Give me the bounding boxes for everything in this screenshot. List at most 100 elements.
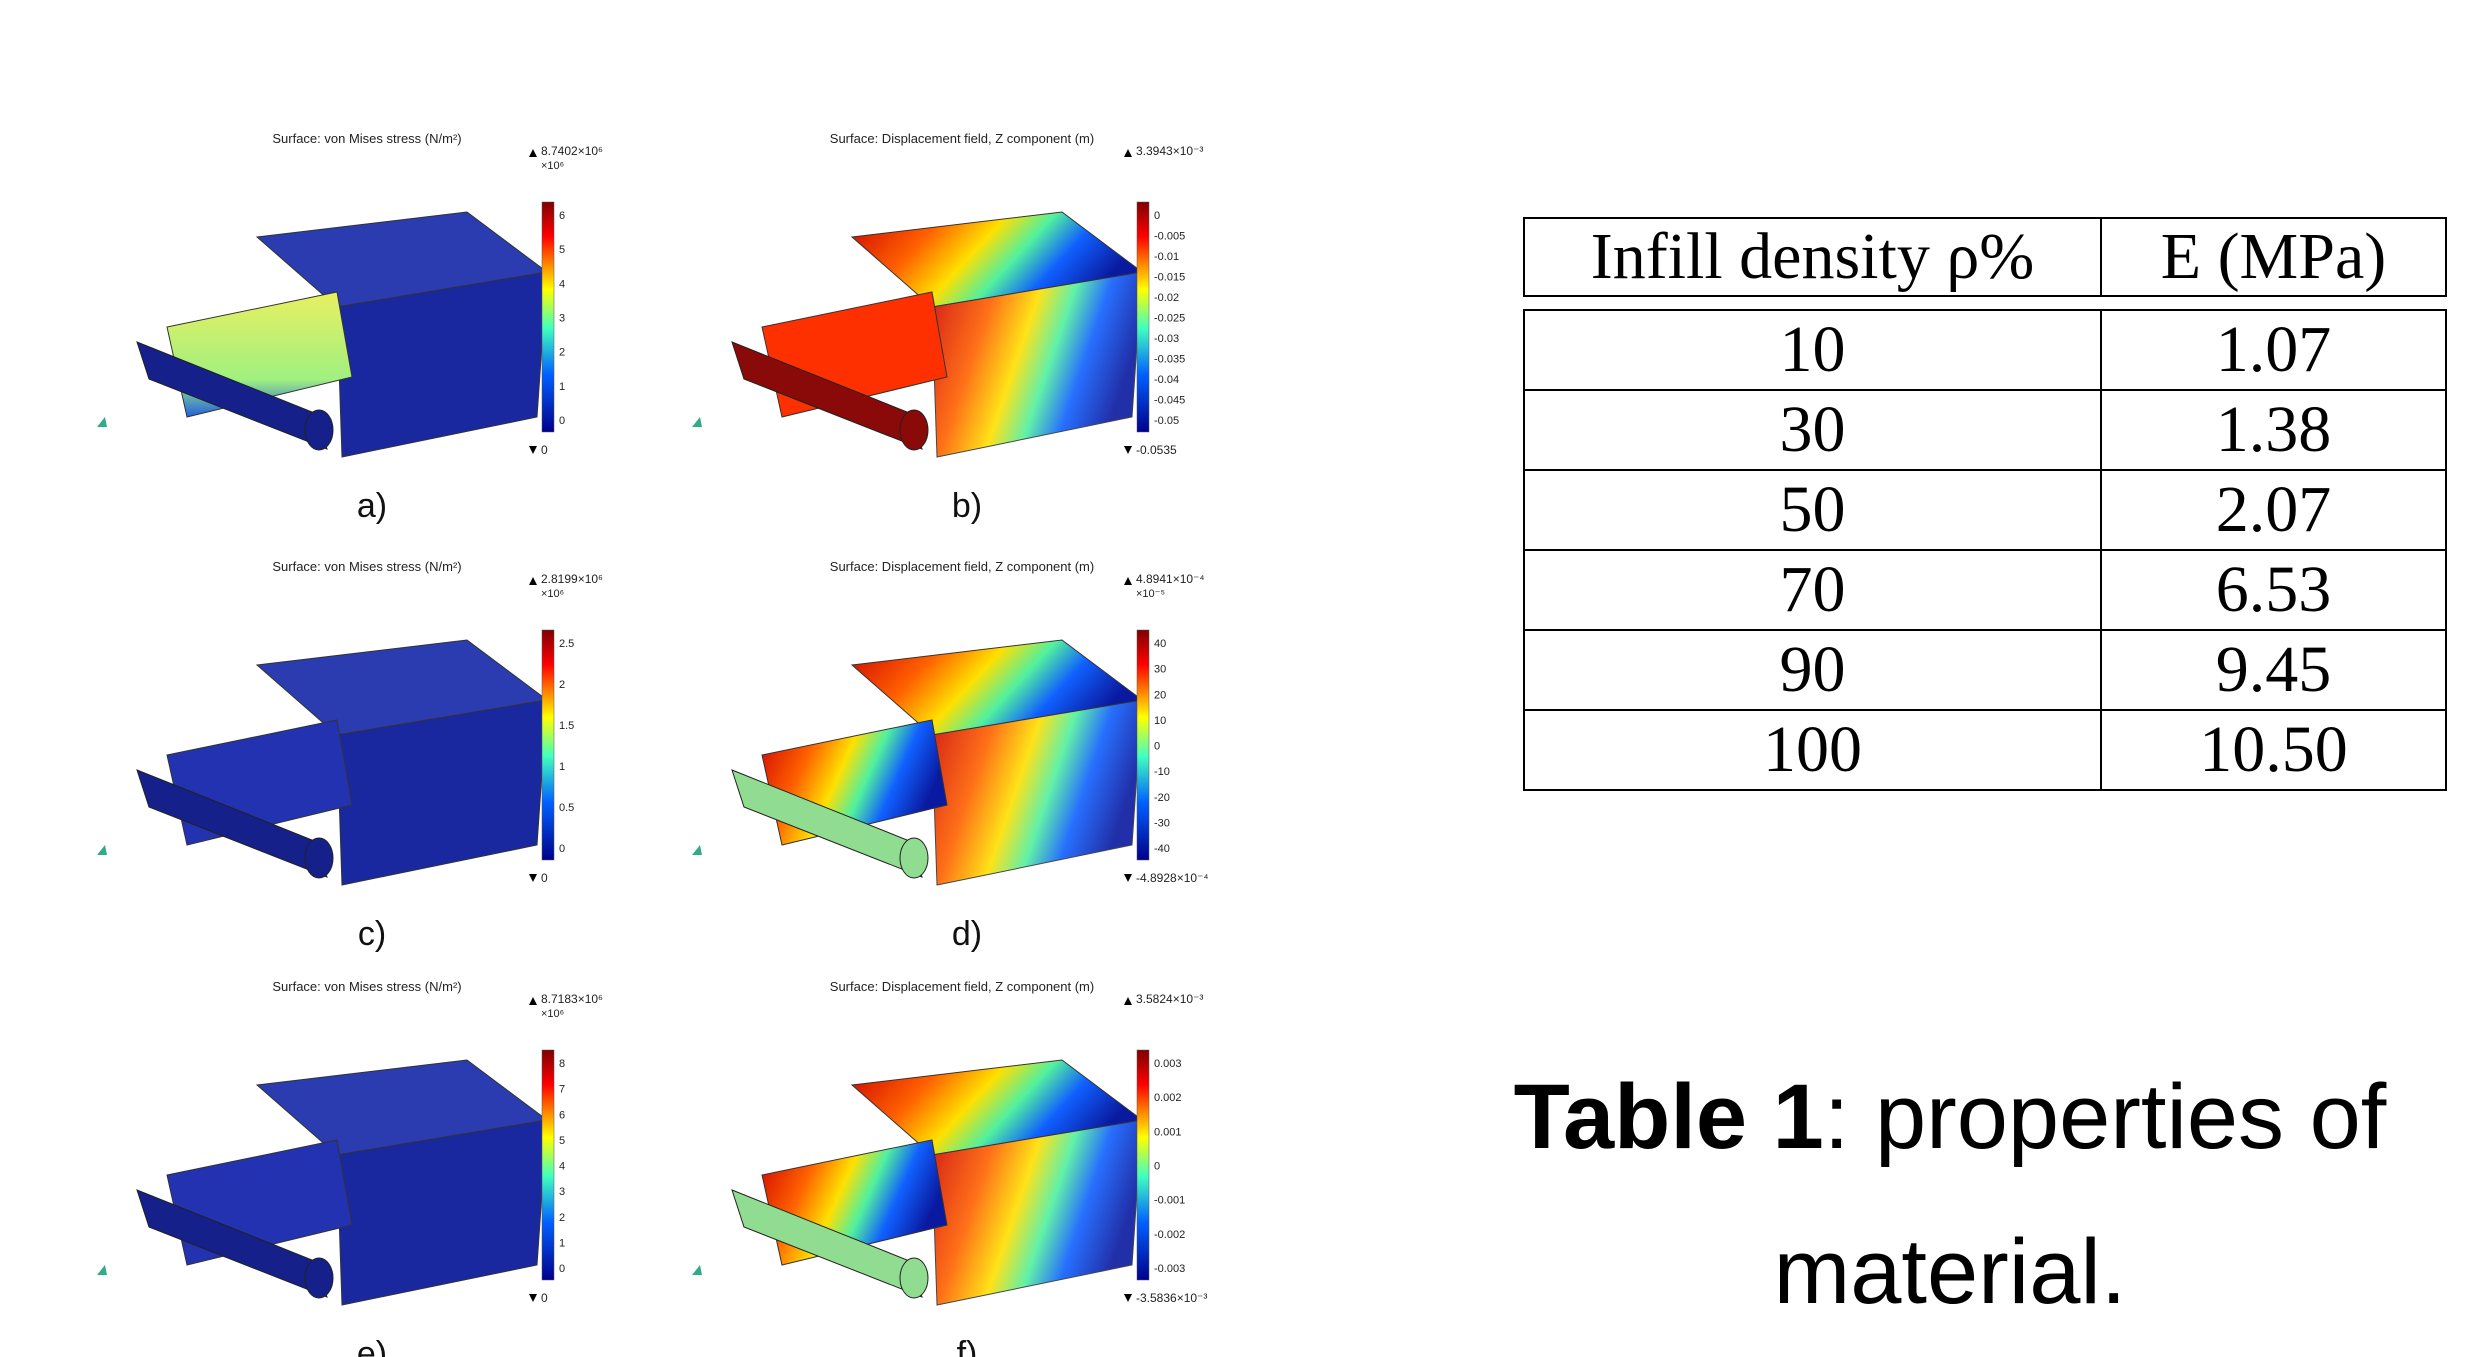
axis-triad	[97, 845, 107, 855]
colorbar-tick: 20	[1154, 689, 1166, 701]
scale-label: ×10⁶	[541, 160, 564, 172]
max-marker	[529, 577, 537, 585]
table-cell: 100	[1524, 710, 2101, 790]
table-row: 909.45	[1524, 630, 2446, 710]
colorbar-tick: 40	[1154, 638, 1166, 650]
colorbar-tick: 3	[559, 313, 565, 325]
colorbar-tick: 5	[559, 1135, 565, 1147]
colorbar-tick: 2.5	[559, 638, 574, 650]
min-label: 0	[541, 871, 548, 885]
panel-title: Surface: Displacement field, Z component…	[830, 131, 1094, 146]
table-caption: Table 1: properties of material.	[1380, 1040, 2487, 1350]
colorbar-tick: -0.05	[1154, 415, 1179, 427]
colorbar-tick: -0.04	[1154, 374, 1179, 386]
colorbar-tick: -40	[1154, 843, 1170, 855]
caption-bold: Table 1	[1514, 1066, 1824, 1168]
colorbar-tick: 30	[1154, 664, 1166, 676]
colorbar-tick: 4	[559, 278, 565, 290]
colorbar-tick: 1	[559, 381, 565, 393]
table-cell: 70	[1524, 550, 2101, 630]
min-label: 0	[541, 443, 548, 457]
table-cell: 1.07	[2101, 310, 2446, 390]
axis-triad	[692, 845, 702, 855]
axis-triad	[692, 417, 702, 427]
panel-label: c)	[358, 915, 386, 953]
axis-triad	[97, 417, 107, 427]
colorbar-tick: 0	[559, 843, 565, 855]
table-row: 101.07	[1524, 310, 2446, 390]
colorbar	[542, 1050, 554, 1280]
scale-label: ×10⁶	[541, 1008, 564, 1020]
panel-title: Surface: Displacement field, Z component…	[830, 979, 1094, 994]
colorbar-tick: 0	[1154, 210, 1160, 222]
max-marker	[529, 149, 537, 157]
colorbar	[1137, 202, 1149, 432]
max-label: 3.3943×10⁻³	[1136, 144, 1203, 158]
colorbar	[1137, 630, 1149, 860]
colorbar-tick: 0	[559, 415, 565, 427]
scale-label: ×10⁶	[541, 588, 564, 600]
axis-triad	[97, 1265, 107, 1275]
table-cell: 90	[1524, 630, 2101, 710]
min-marker	[529, 446, 537, 454]
colorbar-tick: 1.5	[559, 720, 574, 732]
colorbar	[1137, 1050, 1149, 1280]
min-label: -0.0535	[1136, 443, 1177, 457]
colorbar	[542, 630, 554, 860]
max-label: 3.5824×10⁻³	[1136, 992, 1203, 1006]
header-cell: Infill density ρ%	[1524, 218, 2101, 296]
colorbar-tick: -0.003	[1154, 1263, 1185, 1275]
colorbar-tick: 0	[559, 1263, 565, 1275]
colorbar-tick: 3	[559, 1186, 565, 1198]
colorbar-tick: 2	[559, 347, 565, 359]
min-marker	[1124, 1294, 1132, 1302]
colorbar-tick: -0.001	[1154, 1195, 1185, 1207]
panel-label: f)	[957, 1335, 978, 1357]
roller-end	[305, 1258, 333, 1298]
colorbar-tick: 1	[559, 761, 565, 773]
table-cell: 10.50	[2101, 710, 2446, 790]
min-label: -3.5836×10⁻³	[1136, 1291, 1207, 1305]
table-cell: 9.45	[2101, 630, 2446, 710]
slide: Surface: von Mises stress (N/m²) 8.7402×1…	[0, 0, 2487, 1357]
panel: Surface: Displacement field, Z component…	[692, 979, 1207, 1357]
max-marker	[1124, 149, 1132, 157]
colorbar	[542, 202, 554, 432]
table-cell: 50	[1524, 470, 2101, 550]
colorbar-tick: 6	[559, 210, 565, 222]
min-marker	[1124, 446, 1132, 454]
panel-title: Surface: von Mises stress (N/m²)	[272, 131, 461, 146]
panel: Surface: von Mises stress (N/m²)8.7183×1…	[97, 979, 603, 1357]
max-marker	[529, 997, 537, 1005]
colorbar-tick: 10	[1154, 715, 1166, 727]
colorbar-tick: -0.01	[1154, 251, 1179, 263]
gap-cell	[1524, 296, 2446, 310]
table-cell: 2.07	[2101, 470, 2446, 550]
min-marker	[1124, 874, 1132, 882]
colorbar-tick: 4	[559, 1161, 565, 1173]
panel: Surface: Displacement field, Z component…	[692, 559, 1209, 953]
max-label: 4.8941×10⁻⁴	[1136, 572, 1205, 586]
colorbar-tick: -0.015	[1154, 272, 1185, 284]
colorbar-tick: 2	[559, 1212, 565, 1224]
colorbar-tick: 6	[559, 1109, 565, 1121]
panel: Surface: Displacement field, Z component…	[692, 131, 1203, 525]
max-label: 2.8199×10⁶	[541, 572, 603, 586]
colorbar-tick: -0.03	[1154, 333, 1179, 345]
roller-end	[305, 838, 333, 878]
colorbar-tick: -0.045	[1154, 395, 1185, 407]
panel-label: a)	[357, 487, 387, 525]
colorbar-tick: 0.001	[1154, 1126, 1182, 1138]
scale-label: ×10⁻⁵	[1136, 588, 1165, 600]
header-cell: E (MPa)	[2101, 218, 2446, 296]
max-label: 8.7183×10⁶	[541, 992, 603, 1006]
colorbar-tick: 0	[1154, 741, 1160, 753]
colorbar-tick: 8	[559, 1058, 565, 1070]
min-label: -4.8928×10⁻⁴	[1136, 871, 1209, 885]
panel-title: Surface: von Mises stress (N/m²)	[272, 559, 461, 574]
colorbar-tick: -0.02	[1154, 292, 1179, 304]
max-label: 8.7402×10⁶	[541, 144, 603, 158]
colorbar-tick: -0.035	[1154, 354, 1185, 366]
gap-row	[1524, 296, 2446, 310]
